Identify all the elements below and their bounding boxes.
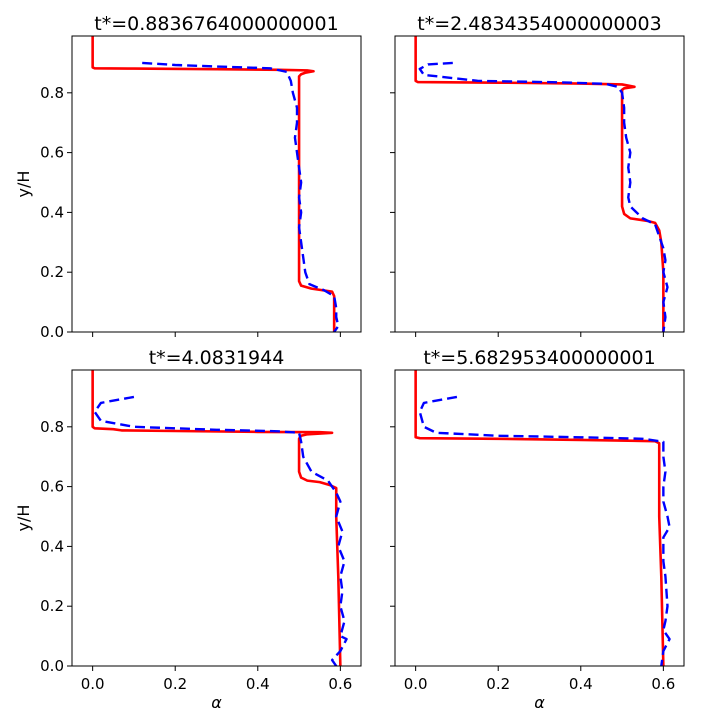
series-line-1 [91, 370, 342, 666]
y-tick-label: 0.2 [40, 597, 64, 615]
series-line-1 [414, 36, 665, 332]
y-tick-label: 0.8 [40, 418, 64, 436]
axes-frame [394, 369, 685, 667]
x-axis-label: α [534, 693, 545, 712]
axes-frame [71, 369, 362, 667]
x-tick-label: 0.6 [651, 675, 675, 693]
subplot-title: t*=0.8836764000000001 [94, 13, 338, 35]
x-tick-label: 0.0 [81, 675, 105, 693]
y-tick-label: 0.8 [40, 84, 64, 102]
x-tick-label: 0.6 [328, 675, 352, 693]
y-tick-label: 0.0 [40, 323, 64, 341]
subplot-4: 0.0 0.2 0.4 0.6 t*=5.682953400000001 α [390, 347, 685, 712]
y-tick-label: 0.0 [40, 657, 64, 675]
subplot-title: t*=2.4834354000000003 [417, 13, 661, 35]
y-tick-label: 0.4 [40, 537, 64, 555]
series-line-2 [418, 395, 671, 666]
x-tick-label: 0.0 [404, 675, 428, 693]
y-tick-label: 0.2 [40, 263, 64, 281]
axes-frame [394, 35, 685, 333]
series-line-2 [142, 61, 340, 332]
subplot-3: 0.0 0.2 0.4 0.6 0.0 0.2 0.4 0.6 0.8 t*=4.0831944 y… [14, 347, 362, 712]
x-tick-label: 0.4 [246, 675, 270, 693]
subplot-1: 0.0 0.2 0.4 0.6 0.8 t*=0.8836764000000001 y/H [14, 13, 362, 341]
axes-frame [71, 35, 362, 333]
x-axis-label: α [211, 693, 222, 712]
subplot-title: t*=5.682953400000001 [423, 347, 655, 369]
series-line-1 [414, 370, 665, 666]
y-tick-label: 0.6 [40, 144, 64, 162]
subplot-title: t*=4.0831944 [149, 347, 285, 369]
x-tick-label: 0.2 [163, 675, 187, 693]
series-line-2 [93, 395, 348, 666]
y-axis-label: y/H [14, 171, 33, 198]
y-tick-label: 0.6 [40, 478, 64, 496]
x-tick-label: 0.2 [486, 675, 510, 693]
y-tick-label: 0.4 [40, 203, 64, 221]
series-line-2 [418, 61, 669, 332]
series-line-1 [91, 36, 336, 332]
y-axis-label: y/H [14, 505, 33, 532]
x-tick-label: 0.4 [569, 675, 593, 693]
subplot-2: t*=2.4834354000000003 [390, 13, 685, 337]
